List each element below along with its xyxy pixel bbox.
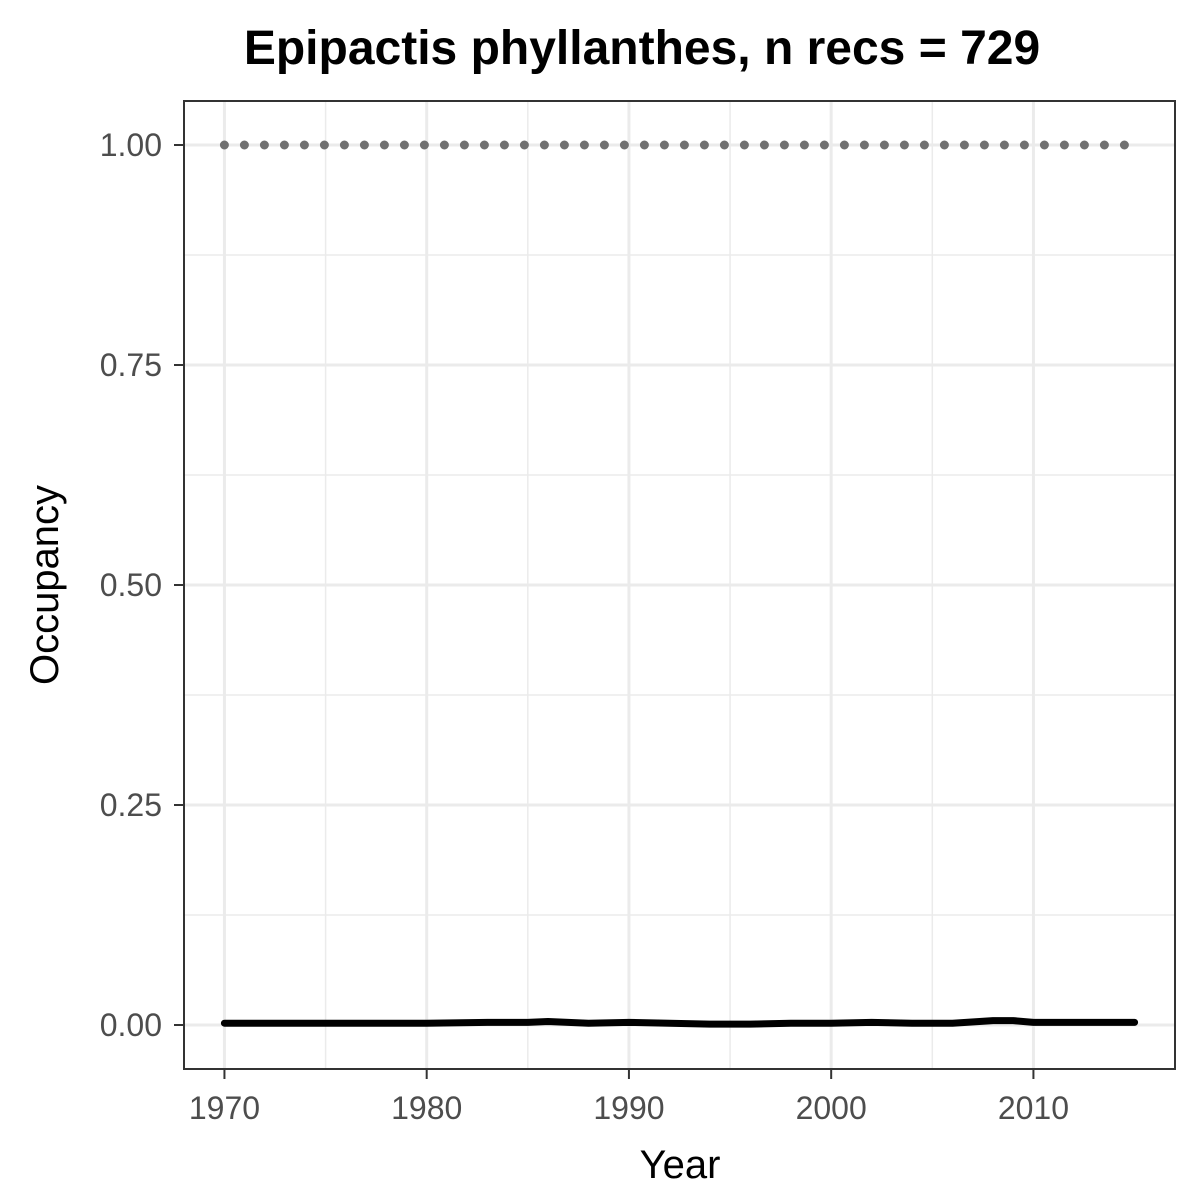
- x-axis-title: Year: [640, 1143, 721, 1187]
- x-tick-label: 1970: [189, 1090, 260, 1126]
- axes: 1970 1980 1990 2000 2010 0.00 0.25 0.50 0.75 1.00: [100, 127, 1069, 1126]
- y-tick-label: 0.50: [100, 567, 162, 603]
- y-tick-label: 0.75: [100, 347, 162, 383]
- solid-series-line: [220, 1017, 1139, 1028]
- x-tick-label: 1980: [391, 1090, 462, 1126]
- y-tick-label: 0.25: [100, 787, 162, 823]
- series-layer: [219, 140, 1140, 1028]
- y-tick-label: 0.00: [100, 1007, 162, 1043]
- y-tick-label: 1.00: [100, 127, 162, 163]
- chart-title: Epipactis phyllanthes, n recs = 729: [244, 22, 1040, 75]
- x-tick-label: 2010: [998, 1090, 1069, 1126]
- x-tick-label: 1990: [593, 1090, 664, 1126]
- y-axis-title: Occupancy: [23, 485, 67, 685]
- x-tick-label: 2000: [796, 1090, 867, 1126]
